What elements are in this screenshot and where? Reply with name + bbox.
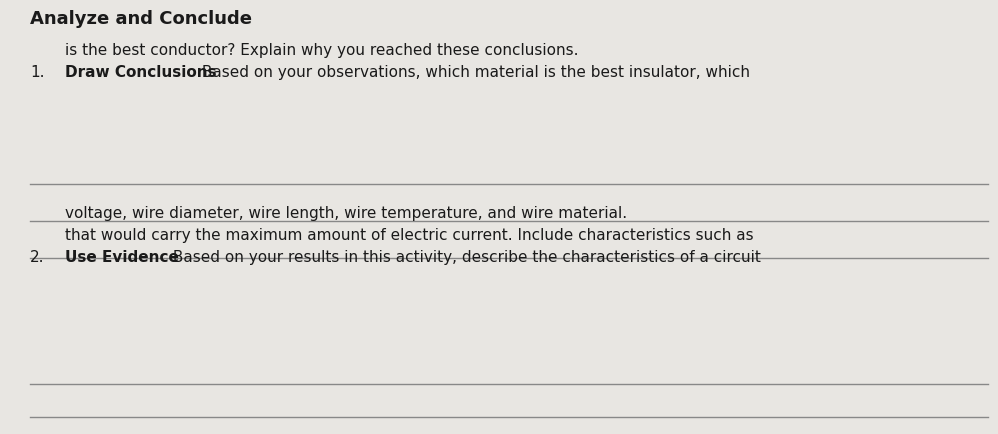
Text: voltage, wire diameter, wire length, wire temperature, and wire material.: voltage, wire diameter, wire length, wir… [65, 206, 627, 221]
Text: Analyze and Conclude: Analyze and Conclude [30, 10, 252, 28]
Text: that would carry the maximum amount of electric current. Include characteristics: that would carry the maximum amount of e… [65, 228, 753, 243]
Text: Based on your observations, which material is the best insulator, which: Based on your observations, which materi… [197, 65, 750, 80]
Text: Based on your results in this activity, describe the characteristics of a circui: Based on your results in this activity, … [168, 250, 760, 265]
Text: is the best conductor? Explain why you reached these conclusions.: is the best conductor? Explain why you r… [65, 43, 579, 58]
Text: Use Evidence: Use Evidence [65, 250, 179, 265]
Text: 2.: 2. [30, 250, 45, 265]
Text: Draw Conclusions: Draw Conclusions [65, 65, 217, 80]
Text: 1.: 1. [30, 65, 45, 80]
